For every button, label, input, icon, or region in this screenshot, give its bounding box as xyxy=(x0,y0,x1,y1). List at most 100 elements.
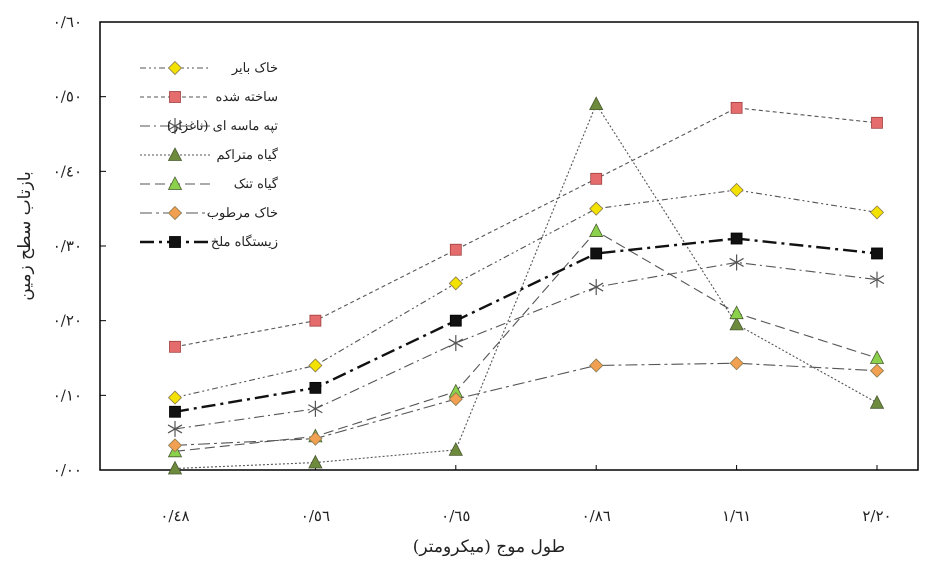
series-line xyxy=(174,237,878,413)
data-point xyxy=(169,405,181,418)
data-point xyxy=(590,247,603,260)
marker-stroke xyxy=(167,424,183,434)
marker-stroke xyxy=(588,282,604,292)
data-point xyxy=(869,205,885,220)
x-axis: ۰/٤٨ ۰/٥٦ ۰/٦٥ ۰/٨٦ ١/٦١ ٢/٢۰ xyxy=(160,465,892,525)
data-point xyxy=(169,340,181,353)
legend-item: گیاه تنک xyxy=(140,176,279,192)
data-point xyxy=(448,276,463,291)
legend-label: ساخته شده xyxy=(216,90,278,105)
data-point xyxy=(869,271,885,288)
data-point xyxy=(869,350,885,364)
legend-marker xyxy=(167,147,183,161)
legend-marker xyxy=(169,236,181,248)
data-point xyxy=(589,358,604,373)
data-point xyxy=(167,438,183,453)
legend-label: زیستگاه ملخ xyxy=(211,234,278,250)
data-point xyxy=(869,394,885,409)
data-point xyxy=(308,358,323,373)
y-tick-label: ۰/٤۰ xyxy=(53,162,82,180)
series-line xyxy=(174,261,878,430)
data-point xyxy=(730,232,743,245)
data-point xyxy=(869,363,885,378)
legend-label: خاک مرطوب xyxy=(207,206,278,221)
series-line xyxy=(174,362,878,446)
data-point xyxy=(589,223,604,237)
y-tick-label: ۰/٦۰ xyxy=(53,13,82,31)
legend-marker xyxy=(167,118,183,134)
data-point xyxy=(729,254,744,271)
series-1 xyxy=(169,101,883,353)
data-point xyxy=(590,172,603,185)
data-point xyxy=(730,101,743,114)
legend-marker xyxy=(169,91,181,103)
series-2 xyxy=(167,254,885,437)
marker-stroke xyxy=(869,275,885,285)
data-point xyxy=(309,381,322,394)
data-point xyxy=(167,390,183,405)
x-axis-title: طول موج (میکرومتر) xyxy=(413,537,565,557)
series-4 xyxy=(167,223,885,458)
data-point xyxy=(729,182,744,198)
marker-stroke xyxy=(729,257,744,267)
data-point xyxy=(448,335,464,352)
x-tick-label: ۰/٨٦ xyxy=(582,507,611,525)
x-tick-label: ۰/٥٦ xyxy=(301,507,330,525)
data-point xyxy=(449,314,462,327)
data-point xyxy=(448,441,463,456)
y-axis: ۰/۰۰ ۰/١۰ ۰/٢۰ ۰/٣۰ ۰/٤۰ ۰/٥۰ ۰/٦۰ xyxy=(53,13,106,479)
legend-item: گیاه متراکم xyxy=(140,147,279,163)
data-point xyxy=(308,454,323,469)
data-point xyxy=(308,431,323,446)
legend-item: خاک مرطوب xyxy=(140,205,278,221)
legend-label: تپه ماسه ای (ناغزار) xyxy=(167,119,278,134)
y-tick-label: ۰/۰۰ xyxy=(53,461,82,479)
data-point xyxy=(167,420,183,437)
legend-marker xyxy=(167,176,183,190)
series-line xyxy=(174,189,878,399)
y-axis-title: بازتاب سطح زمین xyxy=(15,171,35,300)
data-point xyxy=(871,247,883,260)
data-point xyxy=(309,314,322,327)
data-point xyxy=(729,316,744,331)
series-line xyxy=(174,230,878,452)
data-point xyxy=(871,116,883,129)
legend-label: گیاه تنک xyxy=(234,176,279,192)
x-tick-label: ١/٦١ xyxy=(722,507,751,525)
legend-item: تپه ماسه ای (ناغزار) xyxy=(140,118,278,134)
marker-stroke xyxy=(448,338,464,348)
series-group xyxy=(167,96,885,475)
series-0 xyxy=(167,182,885,405)
x-tick-label: ٢/٢۰ xyxy=(862,507,891,525)
y-tick-label: ۰/١۰ xyxy=(53,386,82,404)
data-point xyxy=(308,400,323,417)
series-5 xyxy=(167,356,885,453)
data-point xyxy=(167,460,183,475)
legend-item: زیستگاه ملخ xyxy=(140,234,278,250)
series-6 xyxy=(169,232,883,418)
y-tick-label: ۰/٣۰ xyxy=(53,237,82,255)
x-tick-label: ۰/٤٨ xyxy=(160,507,189,525)
legend-item: خاک بایر xyxy=(140,60,278,76)
legend-label: خاک بایر xyxy=(231,61,278,76)
series-line xyxy=(174,107,878,348)
data-point xyxy=(449,243,462,256)
data-point xyxy=(729,356,744,371)
legend-item: ساخته شده xyxy=(140,90,278,105)
legend-marker xyxy=(167,205,183,221)
y-tick-label: ۰/٥۰ xyxy=(53,88,82,106)
data-point xyxy=(589,201,604,216)
marker-stroke xyxy=(167,121,183,131)
data-point xyxy=(729,305,744,320)
legend: خاک بایر ساخته شده تپه ماسه ای (ناغزار) گیا… xyxy=(140,60,279,250)
data-point xyxy=(588,279,604,296)
legend-label: گیاه متراکم xyxy=(216,147,278,163)
x-tick-label: ۰/٦٥ xyxy=(441,507,470,525)
series-3 xyxy=(167,96,885,475)
legend-marker xyxy=(167,60,183,76)
marker-stroke xyxy=(308,404,323,414)
data-point xyxy=(589,96,604,111)
data-point xyxy=(448,392,463,407)
